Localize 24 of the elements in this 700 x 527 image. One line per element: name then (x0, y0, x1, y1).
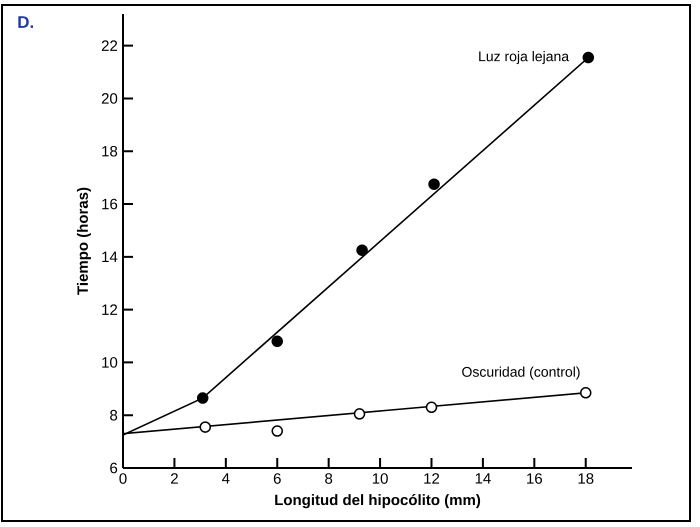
x-tick-label: 6 (274, 473, 281, 484)
y-tick-label: 22 (102, 40, 118, 51)
y-tick-label: 10 (102, 357, 118, 368)
series-label: Luz roja lejana (479, 51, 570, 64)
x-tick-label: 12 (424, 473, 440, 484)
text: D. (18, 16, 34, 28)
x-tick-label: 14 (476, 473, 491, 484)
y-tick-label: 18 (102, 146, 118, 157)
x-tick-label: 0 (119, 473, 127, 484)
y-tick-label: 6 (110, 462, 118, 474)
x-tick-label: 2 (171, 473, 178, 484)
y-tick-label: 20 (102, 93, 118, 104)
x-tick-label: 4 (222, 473, 230, 484)
x-axis-title: Longitud del hipocólito (mm) (275, 494, 480, 508)
x-tick-label: 16 (527, 473, 542, 484)
y-tick-label: 16 (102, 198, 118, 210)
series-label: Oscuridad (control) (462, 366, 580, 380)
y-tick-label: 14 (102, 252, 118, 262)
x-tick-label: 18 (578, 473, 594, 484)
y-tick-label: 8 (110, 410, 118, 421)
y-tick-label: 12 (102, 304, 118, 315)
y-axis-title: Tiempo (horas) (76, 188, 91, 295)
x-tick-label: 8 (325, 473, 332, 484)
x-tick-label: 10 (372, 473, 388, 484)
